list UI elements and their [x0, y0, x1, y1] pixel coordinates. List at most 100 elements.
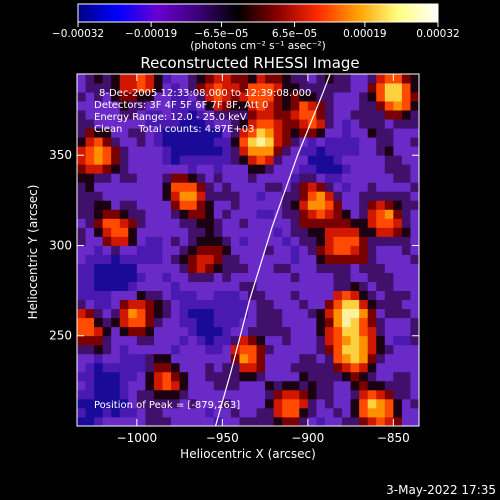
heatmap-cell [205, 398, 215, 409]
heatmap-cell [230, 398, 240, 409]
heatmap-cell [145, 317, 155, 328]
heatmap-cell [256, 146, 266, 156]
heatmap-cell [94, 245, 104, 255]
heatmap-cell [401, 380, 411, 391]
heatmap-cell [367, 308, 377, 319]
heatmap-cell [273, 245, 283, 255]
heatmap-cell [136, 326, 146, 337]
heatmap-cell [188, 101, 198, 111]
heatmap-cell [410, 263, 419, 273]
heatmap-cell [256, 200, 266, 210]
heatmap-cell [342, 362, 351, 373]
heatmap-cell [162, 137, 172, 147]
heatmap-cell [196, 92, 206, 102]
heatmap-cell [136, 344, 146, 355]
heatmap-cell [94, 155, 104, 165]
heatmap-cell [299, 281, 309, 292]
heatmap-cell [222, 92, 232, 102]
heatmap-cell [162, 74, 172, 84]
heatmap-cell [119, 137, 129, 147]
heatmap-cell [324, 281, 334, 292]
heatmap-cell [359, 173, 369, 183]
heatmap-cell [145, 155, 155, 165]
heatmap-cell [85, 209, 95, 219]
heatmap-cell [230, 416, 240, 426]
heatmap-cell [401, 119, 411, 129]
x-tick-label: −850 [377, 431, 410, 445]
heatmap-cell [273, 110, 283, 120]
heatmap-cell [282, 272, 292, 282]
heatmap-cell [333, 236, 343, 246]
info-line-detectors: Detectors: 3F 4F 5F 6F 7F 8F, Att 0 [94, 100, 268, 111]
heatmap-cell [77, 110, 86, 120]
heatmap-cell [102, 281, 112, 292]
heatmap-cell [213, 119, 223, 129]
heatmap-cell [94, 110, 104, 120]
heatmap-cell [128, 200, 138, 210]
heatmap-cell [153, 137, 163, 147]
heatmap-cell [136, 227, 146, 237]
heatmap-cell [410, 254, 419, 264]
heatmap-cell [213, 101, 223, 111]
heatmap-cell [188, 110, 198, 120]
heatmap-cell [265, 227, 275, 237]
heatmap-cell [342, 182, 351, 192]
heatmap-cell [282, 281, 292, 292]
heatmap-cell [376, 227, 386, 237]
heatmap-cell [367, 380, 377, 391]
heatmap-cell [136, 92, 146, 102]
heatmap-cell [119, 227, 129, 237]
heatmap-cell [367, 119, 377, 129]
heatmap-cell [282, 254, 292, 264]
heatmap-cell [85, 299, 95, 310]
heatmap-cell [367, 272, 377, 282]
heatmap-cell [213, 218, 223, 228]
heatmap-cell [316, 218, 326, 228]
heatmap-cell [162, 281, 172, 292]
heatmap-cell [119, 407, 129, 418]
heatmap-cell [333, 263, 343, 273]
heatmap-cell [384, 263, 394, 273]
heatmap-cell [85, 110, 95, 120]
heatmap-cell [316, 209, 326, 219]
heatmap-cell [162, 308, 172, 319]
heatmap-cell [162, 128, 172, 138]
heatmap-cell [265, 245, 275, 255]
heatmap-cell [111, 353, 121, 364]
heatmap-cell [256, 407, 266, 418]
heatmap-cell [316, 254, 326, 264]
heatmap-cell [299, 155, 309, 165]
heatmap-cell [350, 398, 360, 409]
heatmap-cell [85, 128, 95, 138]
heatmap-cell [393, 128, 403, 138]
heatmap-cell [179, 326, 189, 337]
heatmap-cell [367, 389, 377, 400]
heatmap-cell [248, 83, 257, 93]
heatmap-cell [77, 74, 86, 84]
heatmap-cell [111, 380, 121, 391]
heatmap-cell [145, 407, 155, 418]
heatmap-cell [384, 200, 394, 210]
heatmap-cell [393, 290, 403, 301]
heatmap-cell [316, 200, 326, 210]
heatmap-cell [393, 281, 403, 292]
heatmap-cell [350, 110, 360, 120]
heatmap-cell [359, 128, 369, 138]
heatmap-cell [188, 398, 198, 409]
heatmap-cell [136, 272, 146, 282]
heatmap-cell [359, 416, 369, 426]
heatmap-cell [136, 398, 146, 409]
heatmap-cell [222, 353, 232, 364]
heatmap-cell [248, 245, 257, 255]
heatmap-cell [299, 263, 309, 273]
heatmap-cell [273, 299, 283, 310]
heatmap-cell [248, 119, 257, 129]
heatmap-cell [136, 407, 146, 418]
info-line-energy-range: Energy Range: 12.0 - 25.0 keV [94, 112, 247, 123]
heatmap-cell [290, 209, 300, 219]
heatmap-cell [239, 209, 249, 219]
heatmap-cell [205, 407, 215, 418]
heatmap-cell [94, 389, 104, 400]
heatmap-cell [205, 380, 215, 391]
heatmap-cell [102, 236, 112, 246]
